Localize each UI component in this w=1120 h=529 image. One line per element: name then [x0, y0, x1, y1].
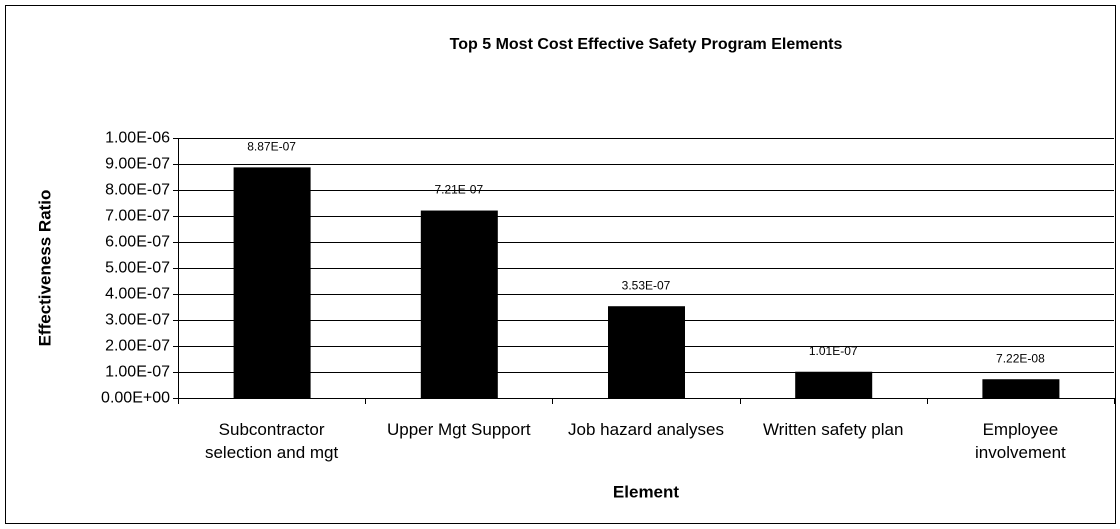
- y-axis-label: Effectiveness Ratio: [35, 190, 54, 347]
- y-tick-label: 6.00E-07: [105, 234, 170, 251]
- x-tick-label: Subcontractor selection and mgt: [204, 420, 339, 462]
- y-tick-label: 0.00E+00: [101, 390, 170, 407]
- x-axis-label: Element: [613, 482, 679, 501]
- y-tick-label: 1.00E-06: [105, 130, 170, 147]
- y-tick-label: 9.00E-07: [105, 156, 170, 173]
- data-label: 1.01E-07: [809, 344, 858, 358]
- y-tick-label: 7.00E-07: [105, 208, 170, 225]
- y-tick-label: 4.00E-07: [105, 286, 170, 303]
- data-label: 8.87E-07: [247, 140, 296, 154]
- y-tick-label: 5.00E-07: [105, 260, 170, 277]
- bar: [420, 210, 498, 398]
- chart-border: [5, 5, 1116, 524]
- y-tick-label: 3.00E-07: [105, 312, 170, 329]
- x-tick-label: Job hazard analyses: [568, 420, 724, 439]
- bar: [982, 379, 1060, 398]
- x-tick-label: Employee involvement: [975, 420, 1066, 462]
- data-label: 7.21E-07: [434, 183, 483, 197]
- x-tick-label: Written safety plan: [762, 420, 904, 439]
- y-tick-label: 2.00E-07: [105, 338, 170, 355]
- chart-title: Top 5 Most Cost Effective Safety Program…: [450, 36, 843, 53]
- bar: [233, 167, 311, 398]
- bar: [608, 306, 685, 398]
- data-label: 7.22E-08: [996, 351, 1045, 365]
- y-tick-label: 8.00E-07: [105, 182, 170, 199]
- bar: [795, 371, 873, 398]
- x-tick-label: Upper Mgt Support: [386, 420, 531, 439]
- data-label: 3.53E-07: [622, 278, 671, 292]
- y-tick-label: 1.00E-07: [105, 364, 170, 381]
